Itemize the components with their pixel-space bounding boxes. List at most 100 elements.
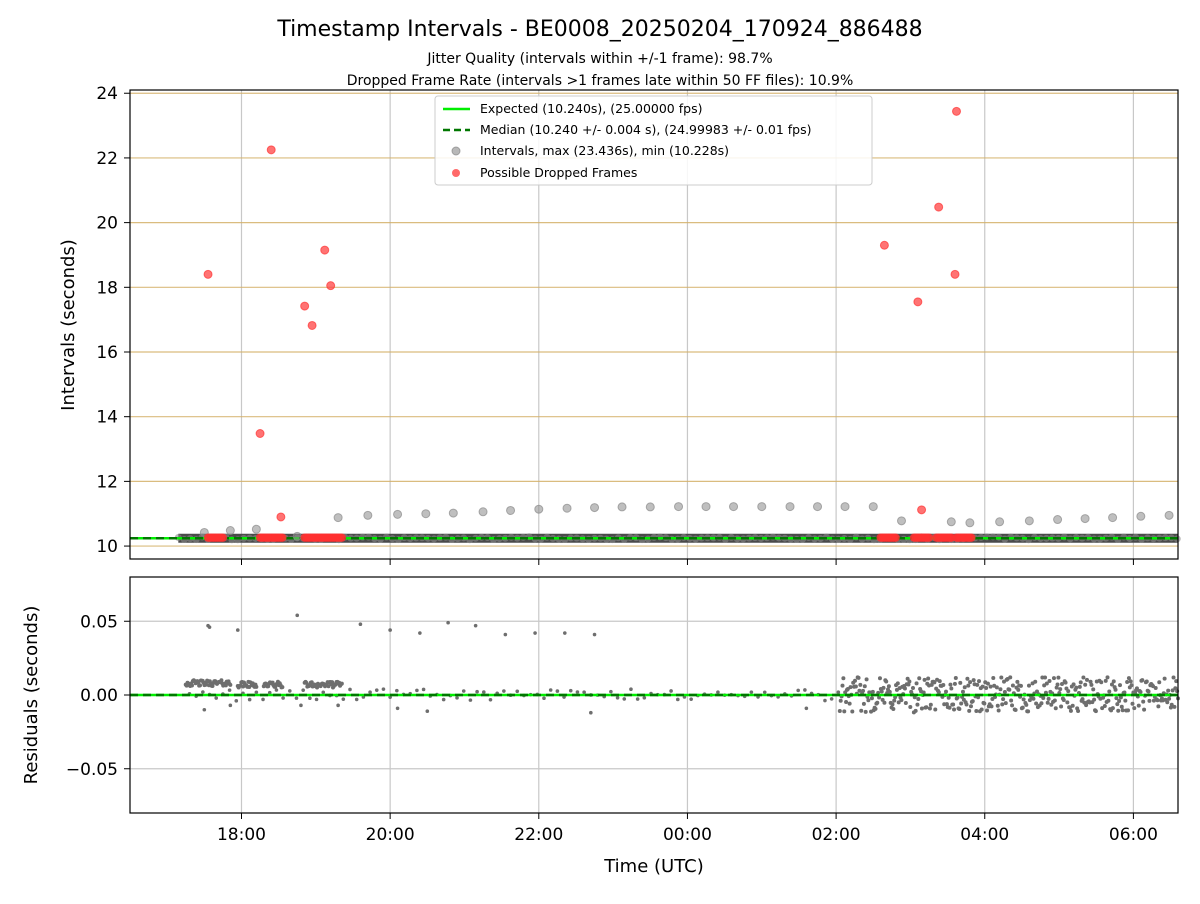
residual-point	[975, 682, 980, 687]
residual-point	[1071, 682, 1076, 687]
residual-point	[609, 689, 613, 694]
residual-point	[1026, 683, 1031, 688]
residual-point	[941, 682, 946, 687]
residual-point	[968, 704, 973, 709]
residual-point	[864, 677, 869, 682]
residual-point	[880, 697, 885, 702]
residual-point	[582, 690, 586, 694]
residual-point	[1099, 680, 1104, 685]
residual-point	[689, 697, 693, 701]
residual-point	[1134, 686, 1139, 691]
residual-point	[280, 685, 285, 690]
residual-point	[1021, 697, 1026, 702]
residual-point	[1141, 699, 1146, 704]
residual-point	[850, 709, 855, 714]
residual-point	[1102, 703, 1107, 708]
residual-point	[330, 680, 335, 685]
residual-point	[881, 685, 886, 690]
interval-point	[965, 518, 975, 528]
residual-point	[910, 686, 915, 691]
interval-point	[729, 502, 739, 512]
residual-point	[914, 681, 919, 686]
residual-point	[847, 701, 852, 706]
residual-point	[267, 690, 272, 695]
intervals-y-tick-label: 10	[96, 537, 118, 557]
residual-point	[842, 709, 847, 714]
residual-point	[991, 675, 996, 680]
residual-point	[1000, 702, 1005, 707]
residual-outlier-point	[533, 631, 537, 635]
legend-box	[434, 95, 873, 186]
residual-point	[1046, 696, 1051, 701]
residual-point	[629, 687, 633, 692]
residuals-y-tick-label: −0.05	[66, 760, 118, 780]
residual-point	[937, 679, 942, 684]
residual-point	[1111, 679, 1116, 684]
residual-point	[1129, 683, 1134, 688]
dropped-frame-cluster-point	[924, 533, 934, 542]
residual-point	[955, 695, 960, 700]
dropped-frame-cluster-point	[967, 533, 976, 542]
residual-point	[1053, 706, 1058, 711]
residual-point	[219, 678, 224, 683]
residual-point	[1081, 675, 1086, 680]
residual-point	[348, 687, 352, 692]
residual-point	[866, 698, 871, 703]
dropped-frame-cluster-point	[337, 533, 347, 542]
residual-point	[895, 681, 900, 686]
interval-point	[785, 502, 795, 512]
x-tick-label: 20:00	[366, 825, 415, 845]
residual-point	[1084, 703, 1089, 708]
residual-point	[887, 689, 892, 694]
residual-point	[1142, 707, 1147, 712]
residual-point	[994, 685, 999, 690]
residual-point	[309, 680, 314, 685]
residual-outlier-point	[592, 632, 597, 637]
residual-point	[1146, 689, 1151, 694]
interval-point	[1108, 513, 1118, 523]
residual-point	[968, 680, 973, 685]
residual-point	[716, 690, 720, 694]
residual-point	[863, 709, 868, 714]
dropped-frame-point	[255, 429, 265, 439]
legend-median-label: Median (10.240 +/- 0.004 s), (24.99983 +…	[480, 122, 811, 137]
interval-point	[757, 502, 767, 512]
residual-point	[857, 688, 862, 693]
residual-point	[749, 690, 754, 694]
residual-outlier-point	[207, 625, 212, 629]
residual-point	[936, 690, 941, 695]
residual-point	[861, 701, 866, 706]
residual-outlier-point	[446, 620, 450, 625]
interval-point	[590, 503, 600, 513]
intervals-marks	[130, 106, 1181, 544]
residual-point	[1034, 701, 1039, 706]
residual-point	[1047, 679, 1052, 684]
residual-point	[1026, 709, 1031, 714]
residual-point	[977, 679, 982, 684]
residuals-panel: 18:00 20:00 22:00 00:00 02:00 04:00 06:00 0.05 0…	[21, 576, 1180, 877]
residual-point	[1155, 698, 1160, 703]
residual-point	[475, 689, 479, 694]
residual-point	[1092, 697, 1097, 702]
interval-point	[225, 526, 235, 536]
residual-point	[368, 690, 372, 694]
intervals-y-tick-label: 20	[96, 214, 118, 234]
residual-point	[1110, 706, 1115, 711]
residual-point	[622, 697, 627, 701]
residual-point	[926, 676, 931, 681]
residual-point	[1010, 703, 1015, 708]
legend-dropped-swatch	[452, 169, 460, 177]
residual-point	[1115, 702, 1120, 707]
residual-point	[548, 688, 553, 692]
residual-point	[1056, 675, 1061, 680]
residual-point	[1052, 698, 1057, 703]
residual-point	[1122, 690, 1127, 695]
residual-point	[947, 705, 952, 710]
residual-point	[902, 686, 907, 691]
residual-point	[254, 684, 259, 689]
interval-point	[1080, 514, 1090, 524]
residual-point	[944, 689, 949, 694]
residual-point	[1144, 679, 1149, 684]
residual-point	[838, 698, 843, 703]
